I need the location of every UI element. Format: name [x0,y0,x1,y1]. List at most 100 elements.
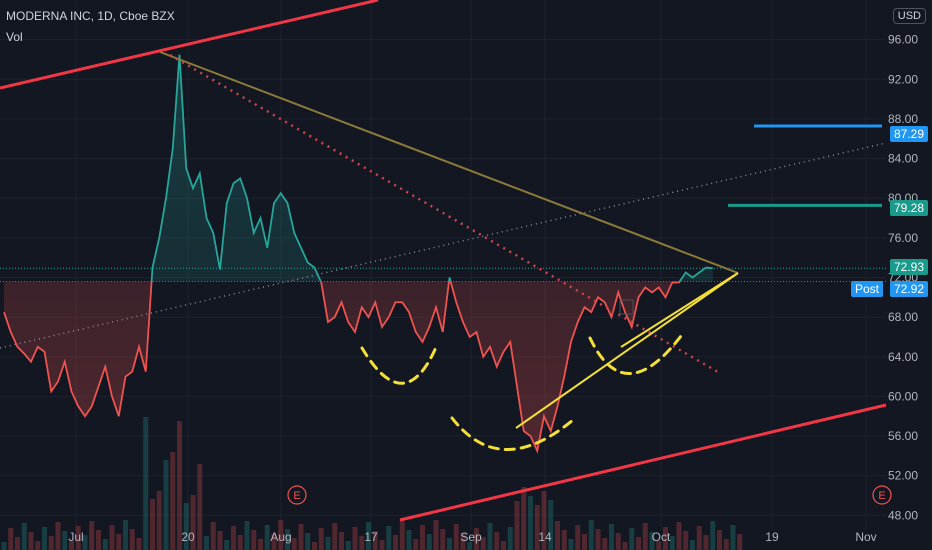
volume-bar [440,529,446,550]
volume-bar [177,421,182,550]
x-tick-label: Sep [460,530,482,544]
cup-head [450,416,575,451]
volume-bar [696,526,702,550]
volume-bar [649,532,655,550]
area-below-baseline [4,281,713,451]
volume-bar [548,500,554,550]
channel-upper [0,0,379,90]
volume-bar [237,535,243,550]
volume-bar [494,532,500,550]
downtrend-line [159,51,739,274]
y-tick-label: 52.00 [888,469,918,483]
x-tick-label: 14 [538,530,552,544]
volume-bar [480,537,486,550]
volume-bar [507,527,513,550]
earnings-marker-label: E [878,490,885,502]
volume-bar [244,521,250,550]
volume-bar [460,533,466,550]
volume-bar [8,528,14,550]
y-tick-label: 68.00 [888,310,918,324]
volume-bar [474,528,479,550]
earnings-marker [287,485,307,505]
volume-bar [393,535,398,550]
x-tick-label: Jul [68,530,83,544]
volume-bar [318,528,324,550]
dotted-trendline [169,53,719,374]
volume-bar [197,464,203,550]
volume-bar [710,521,716,550]
volume-bar [143,417,149,550]
y-tick-label: 56.00 [888,429,918,443]
volume-bar [28,532,34,550]
volume-bar [399,521,405,550]
volume-bar [723,539,729,550]
note-marker [619,299,634,315]
volume-bar [541,491,547,550]
volume-bar [501,541,506,550]
volume-bar [251,530,257,550]
volume-bar [379,540,385,550]
post-market-price-tag: 72.92 [889,281,928,297]
volume-bar [136,538,142,550]
channel-lower [399,403,887,522]
volume-bar [372,531,378,550]
volume-bar [69,540,74,550]
volume-bar [129,529,135,550]
volume-bar [285,529,290,550]
symbol-title: MODERNA INC, 1D, Cboe BZX [6,9,175,23]
y-tick-label: 92.00 [888,72,918,86]
y-tick-label: 88.00 [888,112,918,126]
volume-bar [1,542,7,550]
cup-left-shoulder [360,343,439,385]
volume-bar [359,536,365,550]
volume-bar [433,520,439,550]
volume-bar [487,523,493,550]
target-mid-price-tag: 79.28 [889,200,928,216]
volume-bar [224,540,230,550]
volume-bar [339,532,344,550]
volume-bar [62,531,68,550]
volume-bar [568,539,574,550]
y-tick-label: 76.00 [888,231,918,245]
volume-bar [75,526,81,550]
y-tick-label: 64.00 [888,350,918,364]
volume-bar [521,487,527,550]
volume-bar [737,534,743,550]
volume-bar [291,538,297,550]
volume-bar [703,535,709,550]
volume-bar [406,530,412,550]
volume-bar [453,524,459,550]
area-above-baseline [4,54,713,282]
rising-support-line [620,272,739,348]
volume-bar [588,520,594,550]
volume-bar [582,534,587,550]
volume-bar [15,537,20,550]
volume-bar [123,520,128,550]
volume-bar [190,495,196,550]
volume-bar [264,525,270,550]
volume-bar [332,523,338,550]
target-high-price-tag: 87.29 [889,126,928,142]
volume-bar [210,522,216,550]
volume-bar [156,491,162,550]
volume-bar [683,531,689,550]
volume-bar [534,505,540,550]
volume-bar [656,541,662,550]
volume-bar [352,527,358,550]
volume-bar [170,452,176,550]
cup-right-shoulder [588,330,686,375]
volume-bar [258,539,263,550]
earnings-marker-label: E [293,490,300,502]
volume-bar [89,521,95,550]
volume-bar [663,527,668,550]
y-tick-label: 96.00 [888,33,918,47]
currency-button[interactable]: USD [892,8,926,24]
volume-bar [271,534,277,550]
volume-bar [163,460,169,550]
volume-bar [82,535,88,550]
earnings-marker [872,485,892,505]
volume-bar [150,499,155,550]
volume-bar [555,521,560,550]
